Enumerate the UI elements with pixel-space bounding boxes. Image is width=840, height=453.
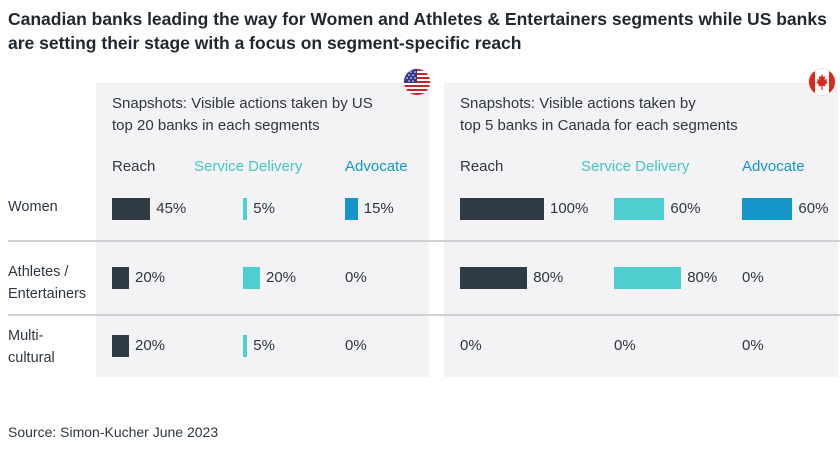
chart-title: Canadian banks leading the way for Women… [8, 9, 827, 53]
canada-panel-title-line: Snapshots: Visible actions taken by [460, 95, 696, 112]
value-label-us-reach-2: 20% [135, 269, 166, 286]
bar-ca-service-delivery-2 [614, 267, 682, 289]
value-label-us-advocate-1: 15% [363, 200, 394, 217]
us-panel-title-line: Snapshots: Visible actions taken by US [112, 95, 373, 112]
us-panel [96, 83, 429, 377]
canada-panel-title: Snapshots: Visible actions taken by top … [460, 93, 738, 137]
us-header-advocate: Advocate [345, 158, 408, 175]
bar-ca-reach-2 [460, 267, 528, 289]
value-label-us-advocate-2: 0% [345, 269, 367, 286]
us-panel-title-line: top 20 banks in each segments [112, 117, 320, 134]
us-panel-title: Snapshots: Visible actions taken by US t… [112, 93, 373, 137]
us-flag-icon [404, 69, 430, 95]
canada-panel [444, 83, 838, 377]
bar-ca-service-delivery-1 [614, 198, 665, 220]
value-label-us-service-delivery-3: 5% [253, 337, 275, 354]
value-label-ca-service-delivery-3: 0% [614, 337, 636, 354]
row-label-line: Multi- [8, 328, 44, 344]
row-divider [8, 240, 840, 242]
value-label-ca-advocate-3: 0% [742, 337, 764, 354]
ca-header-advocate: Advocate [742, 158, 805, 175]
row-label-athletes-entertainers: Athletes / Entertainers [8, 261, 86, 305]
value-label-ca-reach-1: 100% [550, 200, 589, 217]
us-header-reach: Reach [112, 158, 156, 175]
bar-us-reach-1 [112, 198, 151, 220]
value-label-us-reach-1: 45% [156, 200, 187, 217]
source-note: Source: Simon-Kucher June 2023 [8, 424, 219, 440]
bar-us-service-delivery-3 [243, 335, 248, 357]
bar-us-advocate-1 [345, 198, 358, 220]
row-label-line: Athletes / [8, 264, 69, 280]
value-label-ca-advocate-1: 60% [798, 200, 829, 217]
row-label-line: cultural [8, 350, 55, 366]
row-label-line: Women [8, 199, 58, 215]
value-label-us-reach-3: 20% [135, 337, 166, 354]
canada-panel-title-line: top 5 banks in Canada for each segments [460, 117, 738, 134]
ca-header-reach: Reach [460, 158, 504, 175]
bar-us-reach-2 [112, 267, 129, 289]
bar-us-reach-3 [112, 335, 129, 357]
row-label-women: Women [8, 196, 58, 218]
bar-ca-advocate-1 [742, 198, 793, 220]
bar-us-service-delivery-2 [243, 267, 260, 289]
value-label-us-service-delivery-2: 20% [266, 269, 297, 286]
us-header-service-delivery: Service Delivery [194, 158, 303, 175]
value-label-ca-advocate-2: 0% [742, 269, 764, 286]
row-label-line: Entertainers [8, 286, 87, 302]
value-label-ca-reach-2: 80% [533, 269, 564, 286]
value-label-ca-service-delivery-1: 60% [670, 200, 701, 217]
row-label-multicultural: Multi- cultural [8, 325, 55, 369]
value-label-ca-service-delivery-2: 80% [687, 269, 718, 286]
bar-ca-reach-1 [460, 198, 544, 220]
bar-us-service-delivery-1 [243, 198, 248, 220]
value-label-us-advocate-3: 0% [345, 337, 367, 354]
value-label-ca-reach-3: 0% [460, 337, 482, 354]
value-label-us-service-delivery-1: 5% [253, 200, 275, 217]
row-divider [8, 314, 840, 316]
ca-header-service-delivery: Service Delivery [581, 158, 690, 175]
canada-flag-icon [809, 69, 835, 95]
